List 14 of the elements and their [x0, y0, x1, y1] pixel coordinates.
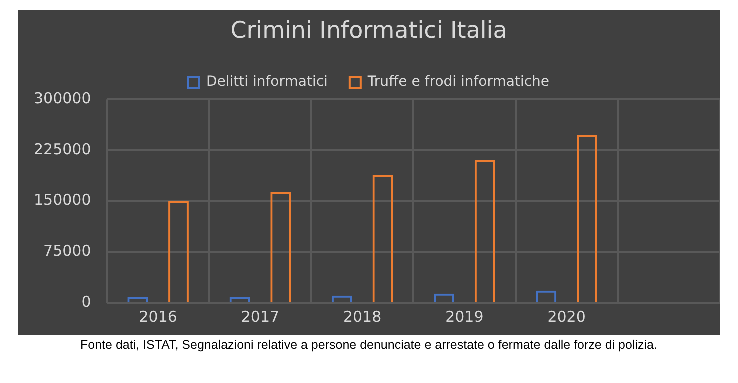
x-tick-label: 2018	[343, 308, 382, 326]
y-tick-label: 0	[82, 292, 92, 311]
chart-title: Crimini Informatici Italia	[230, 18, 508, 44]
legend-label: Truffe e frodi informatiche	[366, 74, 550, 90]
x-tick-label: 2016	[139, 308, 178, 326]
y-tick-label: 225000	[34, 140, 92, 158]
y-tick-label: 150000	[34, 191, 92, 210]
y-tick-label: 300000	[34, 89, 92, 108]
source-note: Fonte dati, ISTAT, Segnalazioni relative a persone denunciate e arrestate o fermate dalle forze di polizia.	[80, 338, 658, 352]
x-tick-label: 2020	[548, 308, 586, 326]
x-tick-label: 2019	[446, 308, 484, 326]
x-tick-label: 2017	[241, 308, 280, 326]
y-tick-label: 75000	[44, 242, 92, 260]
legend-label: Delitti informatici	[206, 74, 328, 90]
